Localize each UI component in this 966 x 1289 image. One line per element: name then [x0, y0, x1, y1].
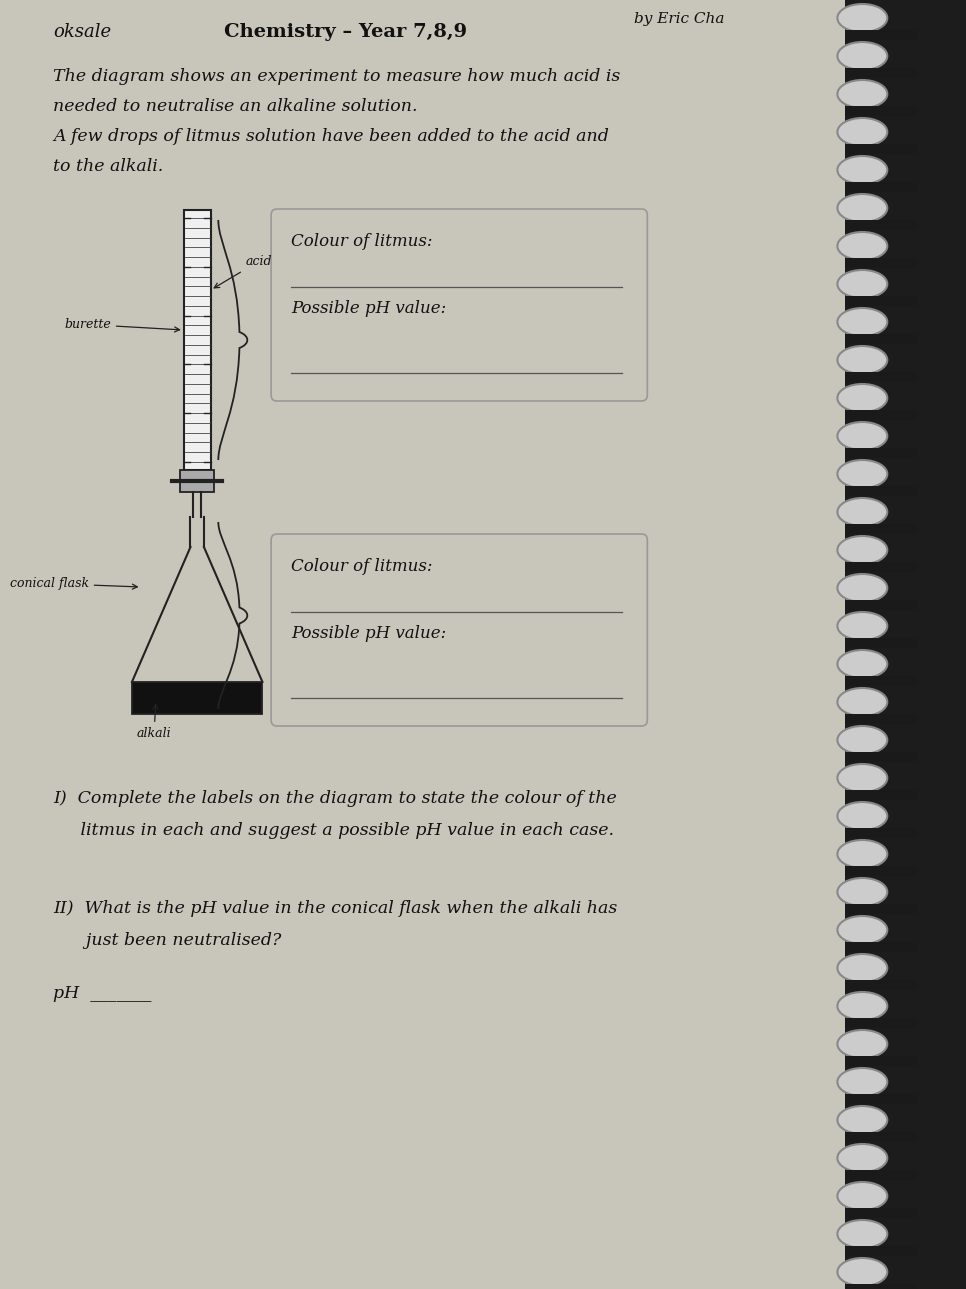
Text: by Eric Cha: by Eric Cha	[634, 12, 724, 26]
Bar	[845, 828, 917, 838]
Bar	[845, 1246, 917, 1255]
Ellipse shape	[838, 726, 888, 754]
Ellipse shape	[838, 460, 888, 489]
Text: I)  Complete the labels on the diagram to state the colour of the: I) Complete the labels on the diagram to…	[53, 790, 617, 807]
Ellipse shape	[838, 878, 888, 906]
Text: to the alkali.: to the alkali.	[53, 159, 163, 175]
Text: litmus in each and suggest a possible pH value in each case.: litmus in each and suggest a possible pH…	[53, 822, 614, 839]
Bar	[845, 334, 917, 344]
Bar	[845, 220, 917, 229]
Text: alkali: alkali	[137, 704, 171, 740]
Ellipse shape	[838, 156, 888, 184]
Text: A few drops of litmus solution have been added to the acid and: A few drops of litmus solution have been…	[53, 128, 610, 144]
Bar	[845, 449, 917, 458]
Text: burette: burette	[64, 318, 180, 333]
Ellipse shape	[838, 612, 888, 641]
Ellipse shape	[838, 80, 888, 108]
Ellipse shape	[838, 422, 888, 450]
Ellipse shape	[838, 43, 888, 70]
Ellipse shape	[838, 345, 888, 374]
Ellipse shape	[838, 269, 888, 298]
Bar	[845, 144, 917, 153]
Bar	[845, 1056, 917, 1066]
Bar	[845, 790, 917, 800]
Bar	[845, 599, 917, 610]
Bar	[845, 1018, 917, 1029]
Text: Colour of litmus:: Colour of litmus:	[292, 233, 433, 250]
Ellipse shape	[838, 1106, 888, 1134]
Ellipse shape	[838, 993, 888, 1020]
Ellipse shape	[838, 954, 888, 982]
Bar	[845, 258, 917, 268]
Bar	[184, 210, 211, 470]
Bar	[845, 296, 917, 305]
Ellipse shape	[838, 119, 888, 146]
Bar	[845, 525, 917, 534]
Bar	[845, 1208, 917, 1218]
Text: oksale: oksale	[53, 23, 111, 41]
Ellipse shape	[838, 1069, 888, 1096]
Ellipse shape	[838, 840, 888, 867]
Bar	[845, 866, 917, 877]
Text: II)  What is the pH value in the conical flask when the alkali has: II) What is the pH value in the conical …	[53, 900, 617, 916]
Bar	[845, 675, 917, 686]
Bar	[845, 1132, 917, 1142]
Bar	[180, 470, 214, 492]
Ellipse shape	[838, 498, 888, 526]
Bar	[845, 714, 917, 724]
Bar	[845, 904, 917, 914]
Ellipse shape	[838, 650, 888, 678]
Ellipse shape	[838, 802, 888, 830]
Bar	[845, 751, 917, 762]
Ellipse shape	[838, 1145, 888, 1172]
Ellipse shape	[838, 916, 888, 944]
Text: just been neutralised?: just been neutralised?	[53, 932, 282, 949]
Text: acid: acid	[214, 255, 271, 287]
Ellipse shape	[838, 1258, 888, 1286]
Bar	[845, 1170, 917, 1179]
Bar	[845, 30, 917, 40]
Text: needed to neutralise an alkaline solution.: needed to neutralise an alkaline solutio…	[53, 98, 417, 115]
Bar	[845, 373, 917, 382]
Ellipse shape	[838, 574, 888, 602]
Bar	[845, 980, 917, 990]
Ellipse shape	[838, 4, 888, 32]
Bar	[845, 1284, 917, 1289]
Text: Possible pH value:: Possible pH value:	[292, 625, 446, 642]
Ellipse shape	[838, 1219, 888, 1248]
Ellipse shape	[838, 384, 888, 412]
Bar	[845, 106, 917, 116]
Text: Possible pH value:: Possible pH value:	[292, 300, 446, 317]
Text: Colour of litmus:: Colour of litmus:	[292, 558, 433, 575]
Ellipse shape	[838, 232, 888, 260]
Bar	[845, 562, 917, 572]
Text: Chemistry – Year 7,8,9: Chemistry – Year 7,8,9	[224, 23, 468, 41]
Bar	[845, 182, 917, 192]
Ellipse shape	[838, 1030, 888, 1058]
Bar	[845, 942, 917, 953]
Ellipse shape	[838, 308, 888, 336]
Text: The diagram shows an experiment to measure how much acid is: The diagram shows an experiment to measu…	[53, 68, 620, 85]
Text: conical flask: conical flask	[10, 577, 137, 590]
Bar	[132, 682, 263, 714]
Bar	[845, 0, 966, 1289]
Ellipse shape	[838, 195, 888, 222]
Ellipse shape	[838, 1182, 888, 1210]
Bar	[845, 486, 917, 496]
Text: pH  _______: pH _______	[53, 985, 152, 1002]
Bar	[845, 68, 917, 79]
Bar	[845, 1094, 917, 1103]
Bar	[845, 638, 917, 648]
Bar	[845, 410, 917, 420]
Ellipse shape	[838, 764, 888, 791]
Ellipse shape	[838, 536, 888, 565]
Ellipse shape	[838, 688, 888, 715]
